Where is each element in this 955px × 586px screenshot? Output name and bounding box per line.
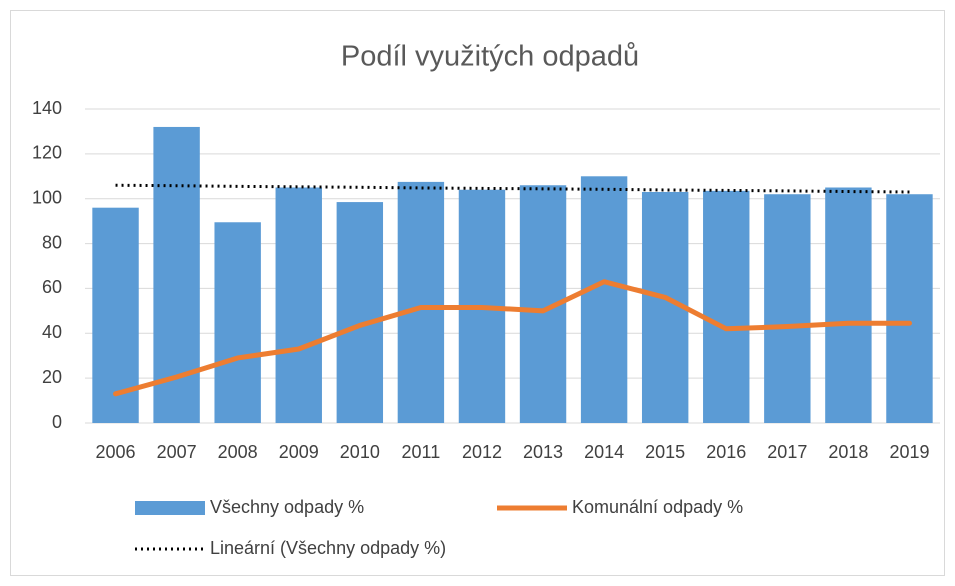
legend-label: Lineární (Všechny odpady %) (210, 538, 446, 558)
x-tick-label: 2009 (279, 442, 319, 462)
x-tick-label: 2008 (218, 442, 258, 462)
x-tick-label: 2016 (706, 442, 746, 462)
bar (825, 187, 872, 423)
x-tick-label: 2012 (462, 442, 502, 462)
x-tick-label: 2006 (96, 442, 136, 462)
y-tick-label: 80 (42, 232, 62, 252)
x-tick-label: 2007 (157, 442, 197, 462)
legend-label: Všechny odpady % (210, 497, 364, 517)
bar (397, 181, 445, 423)
bar (275, 187, 322, 423)
bar (703, 190, 750, 423)
line (113, 279, 912, 397)
y-tick-label: 20 (42, 367, 62, 387)
y-tick-label: 140 (32, 98, 62, 118)
legend-label: Komunální odpady % (572, 497, 743, 517)
trend-line (115, 183, 910, 194)
y-tick-label: 40 (42, 322, 62, 342)
x-tick-label: 2019 (889, 442, 929, 462)
x-tick-label: 2013 (523, 442, 563, 462)
y-tick-label: 120 (32, 143, 62, 163)
x-tick-label: 2017 (767, 442, 807, 462)
chart-title: Podíl využitých odpadů (341, 41, 639, 73)
y-tick-label: 60 (42, 277, 62, 297)
bar (214, 222, 261, 423)
bar (886, 194, 933, 423)
y-tick-label: 100 (32, 187, 62, 207)
y-tick-label: 0 (52, 412, 62, 432)
x-tick-label: 2015 (645, 442, 685, 462)
x-tick-label: 2014 (584, 442, 624, 462)
bar (764, 194, 811, 423)
legend-swatch (135, 501, 205, 515)
x-tick-label: 2010 (340, 442, 380, 462)
x-tick-label: 2011 (402, 442, 441, 462)
x-tick-label: 2018 (828, 442, 868, 462)
bar (580, 176, 628, 423)
bar (336, 202, 384, 423)
